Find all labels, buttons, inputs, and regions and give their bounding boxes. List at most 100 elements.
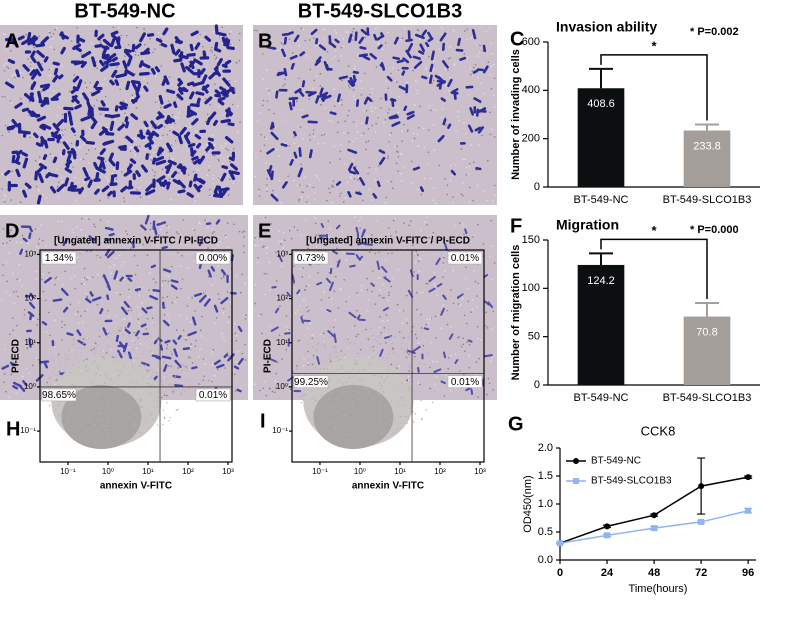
micrograph-texture (201, 316, 203, 318)
event-dot (316, 350, 317, 351)
micrograph-texture (371, 200, 373, 202)
event-dot (308, 358, 309, 359)
error-bar (695, 303, 719, 317)
micrograph-texture (116, 47, 120, 48)
micrograph-texture (476, 168, 480, 169)
micrograph-texture (492, 311, 494, 313)
micrograph-texture (356, 310, 358, 312)
micrograph-texture (463, 226, 465, 228)
micrograph-texture (350, 266, 355, 267)
micrograph-texture (417, 254, 419, 256)
micrograph-texture (461, 346, 463, 348)
micrograph-texture (17, 296, 19, 298)
micrograph-texture (138, 85, 140, 91)
micrograph-texture (109, 266, 111, 268)
micrograph-texture (413, 133, 415, 135)
micrograph-texture (279, 180, 281, 182)
micrograph-texture (66, 179, 68, 185)
event-dot (409, 367, 410, 368)
event-dot (336, 411, 337, 412)
micrograph-texture (430, 178, 432, 180)
micrograph-texture (154, 48, 156, 50)
micrograph-texture (218, 160, 220, 162)
micrograph-texture (277, 49, 279, 51)
micrograph-texture (388, 87, 390, 89)
micrograph-texture (321, 89, 323, 94)
micrograph-texture (486, 394, 488, 396)
event-dot (186, 367, 187, 368)
event-dot (183, 364, 184, 365)
micrograph-texture (41, 91, 43, 93)
micrograph-texture (385, 119, 387, 121)
event-dot (429, 387, 430, 388)
micrograph-texture (484, 46, 485, 51)
event-dot (59, 374, 60, 375)
micrograph-texture (172, 280, 178, 281)
micrograph-texture (493, 389, 495, 391)
micrograph-texture (174, 376, 180, 377)
micrograph-texture (417, 134, 419, 136)
event-dot (391, 419, 392, 420)
micrograph-texture (214, 83, 216, 85)
event-dot (151, 355, 152, 356)
x-tick-label: 10⁻¹ (60, 467, 76, 476)
micrograph-texture (184, 348, 189, 349)
micrograph-texture (255, 245, 257, 247)
micrograph-texture (154, 338, 156, 340)
micrograph-texture (52, 231, 54, 233)
micrograph-texture (202, 147, 204, 149)
micrograph-texture (81, 283, 83, 285)
micrograph-texture (316, 39, 317, 43)
event-dot (337, 356, 338, 357)
micrograph-texture (379, 316, 381, 318)
micrograph-texture (130, 307, 132, 309)
micrograph-texture (371, 93, 373, 95)
event-dot (149, 369, 150, 370)
micrograph-texture (85, 293, 87, 295)
event-dot (146, 383, 147, 384)
micrograph-texture (238, 390, 241, 391)
event-dot (369, 328, 370, 329)
micrograph-texture (388, 294, 390, 296)
event-dot (162, 424, 163, 425)
micrograph-texture (178, 194, 180, 196)
micrograph-texture (406, 357, 408, 359)
micrograph-texture (41, 279, 43, 281)
micrograph-texture (462, 182, 464, 184)
micrograph-texture (114, 119, 116, 121)
micrograph-texture (420, 259, 422, 261)
micrograph-texture (69, 90, 71, 92)
micrograph-texture (86, 153, 88, 155)
legend-marker (573, 478, 579, 484)
micrograph-texture (36, 358, 38, 360)
event-dot (118, 353, 119, 354)
micrograph-texture (208, 276, 210, 278)
micrograph-texture (378, 42, 380, 44)
micrograph-texture (96, 99, 98, 101)
micrograph-texture (243, 252, 245, 254)
micrograph-texture (491, 245, 493, 247)
micrograph-texture (425, 283, 427, 285)
micrograph-texture (20, 98, 22, 100)
event-dot (60, 362, 61, 363)
event-dot (377, 341, 378, 342)
micrograph-texture (214, 144, 216, 146)
event-dot (385, 422, 386, 423)
micrograph-texture (415, 80, 417, 82)
micrograph-texture (214, 155, 216, 157)
micrograph-texture (194, 229, 196, 231)
event-dot (390, 336, 391, 337)
micrograph-texture (155, 146, 157, 148)
micrograph-texture (56, 168, 58, 170)
micrograph-texture (40, 224, 42, 226)
error-bar (589, 69, 613, 88)
micrograph-texture (448, 90, 450, 92)
event-dot (431, 393, 432, 394)
micrograph-texture (176, 329, 178, 331)
micrograph-texture (95, 163, 97, 167)
micrograph-texture (293, 136, 295, 138)
micrograph-texture (227, 321, 229, 323)
micrograph-texture (149, 153, 151, 155)
micrograph-texture (87, 276, 89, 278)
micrograph-texture (470, 311, 472, 313)
